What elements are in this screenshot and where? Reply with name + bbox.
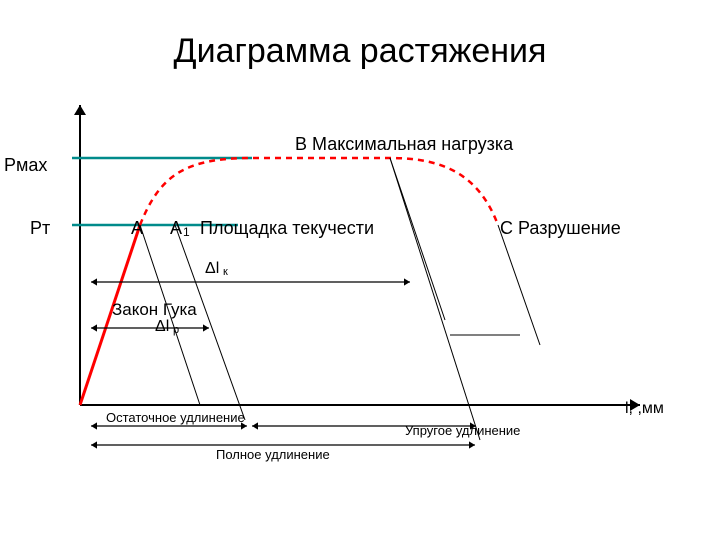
label-dlp: Δl [155,318,169,336]
label-pmax: Рмах [4,155,47,176]
label-xaxis: l, ,мм [625,400,664,418]
label-hooke: Закон Гука [112,300,197,320]
label-residual: Остаточное удлинение [106,410,245,425]
label-dlk-sub: к [223,266,228,278]
label-A1-sub: 1 [183,225,190,239]
label-A: А [131,218,143,239]
label-dlk: Δl [205,260,219,278]
label-full: Полное удлинение [216,447,330,462]
label-C: С Разрушение [500,218,621,239]
label-A1: А [170,218,182,239]
diagram-canvas [0,0,720,540]
label-pt: Рт [30,218,50,239]
label-B: В Максимальная нагрузка [295,134,513,155]
label-yield: Площадка текучести [200,218,374,239]
label-elastic: Упругое удлинение [405,423,520,438]
label-dlp-sub: р [173,324,179,336]
